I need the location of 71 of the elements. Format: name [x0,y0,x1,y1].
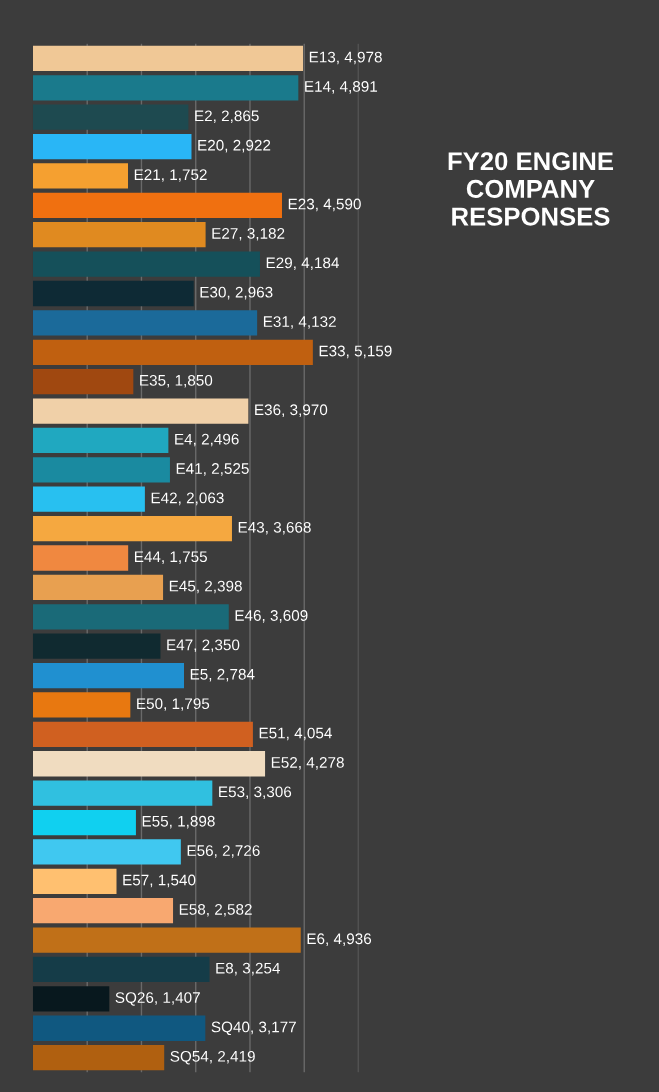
bar [32,809,136,836]
bar [32,604,229,630]
bar [32,662,184,689]
bar [32,457,170,483]
bar [32,486,145,512]
text: FY20 ENGINE COMPANY RESPONSES [448,152,614,226]
bar [32,751,266,777]
bar [32,839,181,865]
data-label: SQ26, 1,407 [115,992,200,1006]
bar [32,898,174,924]
data-label: E23, 4,590 [288,198,361,212]
bar [32,1015,206,1041]
data-label: E14, 4,891 [305,81,378,94]
data-label: E36, 3,970 [255,404,328,417]
bar [32,192,282,218]
bar [32,280,194,307]
data-label: E29, 4,184 [266,257,339,271]
data-label: E13, 4,978 [309,51,382,65]
data-label: E46, 3,609 [235,610,308,623]
data-label: E55, 1,898 [142,815,215,829]
data-label: E56, 2,726 [187,845,260,858]
data-label: E44, 1,755 [134,551,207,564]
bar [32,75,299,101]
bar [32,515,232,542]
data-label: E2, 2,865 [195,110,259,124]
data-label: E50, 1,795 [137,698,210,711]
data-label: E45, 2,398 [169,580,242,594]
bar [32,369,134,395]
bar [32,780,213,806]
data-label: E4, 2,496 [175,433,239,447]
data-label: E30, 2,963 [200,286,273,300]
data-label: E58, 2,582 [179,903,252,917]
bar [32,721,253,747]
bar [32,310,258,336]
bar [32,692,131,718]
bar [32,398,249,424]
bar [32,133,192,160]
bar [32,868,117,894]
data-label: E51, 4,054 [259,727,332,741]
bar [32,633,161,659]
data-label: E20, 2,922 [198,139,271,153]
bar [32,1045,165,1071]
data-label: E8, 3,254 [216,962,281,976]
data-label: SQ54, 2,419 [170,1050,255,1065]
bar [32,104,189,130]
bar [32,163,129,189]
data-label: E31, 4,132 [263,316,336,329]
data-label: E5, 2,784 [190,668,255,682]
data-label: E42, 2,063 [151,492,224,506]
data-label: E27, 3,182 [212,228,285,241]
data-label: E6, 4,936 [307,933,372,946]
data-label: E21, 1,752 [134,169,207,182]
bar [32,986,110,1012]
bar [32,427,169,454]
data-label: E43, 3,668 [238,521,311,535]
data-label: E53, 3,306 [219,786,292,800]
bar [32,927,301,953]
bar [32,339,313,365]
data-label: E35, 1,850 [140,374,213,388]
bar [32,251,260,277]
bar [32,545,129,571]
data-label: SQ40, 3,177 [211,1021,296,1036]
bar [32,222,206,248]
data-label: E41, 2,525 [176,463,249,476]
bar [32,956,210,983]
data-label: E57, 1,540 [123,874,196,888]
bar [32,45,304,72]
data-label: E47, 2,350 [167,639,240,653]
data-label: E33, 5,159 [319,345,392,359]
bar [32,574,164,601]
data-label: E52, 4,278 [271,757,344,770]
